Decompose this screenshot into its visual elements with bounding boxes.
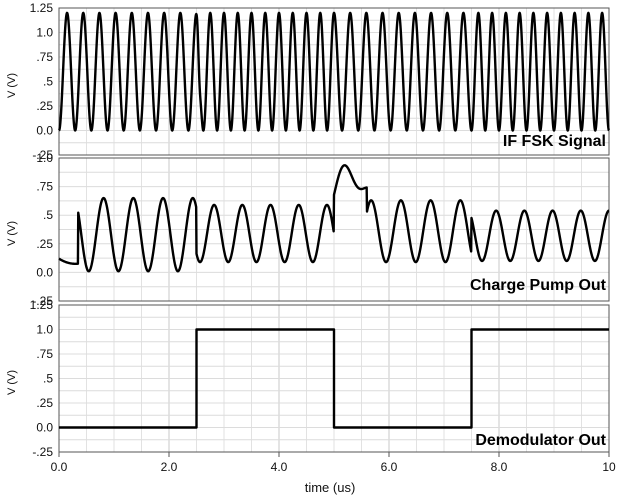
- y-tick-label: .75: [36, 50, 53, 64]
- panel-title: Charge Pump Out: [470, 277, 607, 294]
- y-tick-label: 1.25: [30, 1, 54, 15]
- y-axis-label: V (V): [6, 73, 18, 98]
- y-tick-label: 0.0: [36, 265, 53, 279]
- y-tick-label: 1.25: [30, 298, 54, 312]
- y-axis-label: V (V): [6, 370, 18, 395]
- panel-1: 1.25 1.0 .75 .5 .25 0.0 -.25 V (V) IF FSK Signal: [6, 1, 610, 162]
- y-tick-label: -.25: [32, 445, 53, 459]
- panel-3: 1.25 1.0 .75 .5 .25 0.0 -.25 V (V) Demodulator O…: [6, 298, 610, 459]
- y-tick-label: 0.0: [36, 124, 53, 138]
- series-line-demodulator-out: [59, 328, 609, 429]
- y-tick-label: .5: [43, 372, 53, 386]
- y-axis-label: V (V): [6, 221, 18, 246]
- panel-frame: [58, 304, 610, 453]
- x-tick-label: 0.0: [51, 460, 68, 474]
- panel-2: 1.0 .75 .5 .25 0.0 -.25 V (V) Charge Pump Out: [6, 151, 610, 308]
- y-tick-label: 1.0: [36, 26, 53, 40]
- y-tick-label: 1.0: [36, 151, 53, 165]
- x-tick-label: 4.0: [271, 460, 288, 474]
- x-tick-label: 10: [602, 460, 616, 474]
- panel-title: Demodulator Out: [475, 432, 606, 449]
- y-tick-label: .25: [36, 396, 53, 410]
- y-tick-label: .5: [43, 75, 53, 89]
- y-tick-label: .75: [36, 347, 53, 361]
- y-tick-label: .75: [36, 180, 53, 194]
- y-tick-label: -.25: [32, 148, 53, 162]
- y-tick-label: 0.0: [36, 421, 53, 435]
- x-tick-label: 8.0: [491, 460, 508, 474]
- series-line-charge-pump-out: [58, 164, 610, 273]
- y-tick-label: .25: [36, 237, 53, 251]
- panel-frame: [58, 7, 610, 156]
- panel-frame: [58, 157, 610, 302]
- y-tick-label: -.25: [32, 294, 53, 308]
- panel-title: IF FSK Signal: [503, 133, 606, 150]
- x-tick-label: 6.0: [381, 460, 398, 474]
- y-tick-label: .5: [43, 208, 53, 222]
- series-line-if-fsk-signal: [58, 11, 610, 132]
- y-tick-label: 1.0: [36, 323, 53, 337]
- y-tick-label: .25: [36, 99, 53, 113]
- x-tick-label: 2.0: [161, 460, 178, 474]
- x-axis-label: time (us): [305, 480, 356, 495]
